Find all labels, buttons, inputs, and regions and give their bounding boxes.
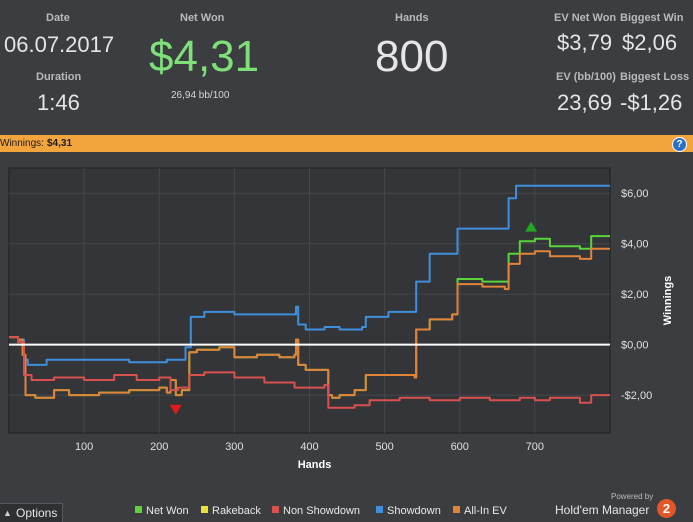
legend-swatch — [272, 506, 279, 513]
bb-per-100-value: 26,94 bb/100 — [171, 90, 230, 101]
ev-bb100-label: EV (bb/100) — [556, 71, 616, 83]
biggest-loss-label: Biggest Loss — [620, 71, 690, 83]
winnings-chart: 100 200 300 400 500 600 700 $6,00 $4,00 $2,00 $0,0… — [8, 167, 674, 471]
date-value: 06.07.2017 — [4, 32, 115, 57]
winnings-bar-value: $4,31 — [47, 138, 73, 149]
legend-swatch — [376, 506, 383, 513]
expand-arrow-icon: ▲ — [3, 508, 12, 518]
legend-swatch — [201, 506, 208, 513]
hm2-logo-icon: 2 — [657, 499, 676, 518]
ev-net-won-value: $3,79 — [557, 30, 613, 55]
max-marker-icon — [525, 221, 538, 232]
ev-net-won-label: EV Net Won — [554, 12, 617, 24]
date-label: Date — [46, 12, 70, 24]
legend-item-rakeback[interactable]: Rakeback — [201, 505, 261, 517]
biggest-loss-value: -$1,26 — [620, 90, 683, 115]
x-tick-label: 500 — [375, 441, 393, 453]
hands-label: Hands — [395, 12, 429, 24]
legend-label: Showdown — [387, 505, 441, 517]
hands-value: 800 — [375, 32, 449, 81]
x-tick-label: 700 — [526, 441, 544, 453]
brand-name: Hold'em Manager — [555, 503, 650, 517]
winnings-chart-area: 100 200 300 400 500 600 700 $6,00 $4,00 $2,00 $0,0… — [0, 152, 693, 482]
y-tick-label: $4,00 — [621, 239, 649, 251]
options-button[interactable]: ▲ Options — [0, 503, 63, 522]
x-tick-label: 100 — [75, 441, 93, 453]
legend-label: Rakeback — [212, 505, 261, 517]
legend-label: Non Showdown — [283, 505, 361, 517]
legend-label: Net Won — [146, 505, 189, 517]
series-line-non-showdown — [9, 336, 610, 409]
x-tick-label: 300 — [225, 441, 243, 453]
powered-by-text: Powered by — [611, 492, 654, 501]
legend-swatch — [135, 506, 142, 513]
net-won-label: Net Won — [180, 12, 225, 24]
legend-item-net-won[interactable]: Net Won — [135, 505, 189, 517]
duration-value: 1:46 — [37, 90, 80, 115]
stats-panel: Date 06.07.2017 Duration 1:46 Net Won $4… — [0, 0, 693, 134]
help-icon[interactable]: ? — [672, 137, 687, 152]
x-tick-label: 200 — [150, 441, 168, 453]
y-tick-label: -$2,00 — [621, 390, 652, 402]
min-marker-icon — [169, 404, 182, 415]
x-tick-label: 400 — [300, 441, 318, 453]
series-line-showdown — [9, 184, 610, 366]
legend-item-non-showdown[interactable]: Non Showdown — [272, 505, 360, 517]
legend-item-all-in-ev[interactable]: All-In EV — [453, 505, 507, 517]
y-tick-label: $2,00 — [621, 289, 649, 301]
legend-swatch — [453, 506, 460, 513]
x-axis-label: Hands — [298, 459, 332, 471]
ev-bb100-value: 23,69 — [557, 90, 613, 115]
winnings-bar: Winnings: $4,31 ? — [0, 135, 693, 152]
duration-label: Duration — [36, 71, 82, 83]
legend-item-showdown[interactable]: Showdown — [376, 505, 441, 517]
series-line-all-in-ev — [9, 247, 610, 399]
y-tick-label: $0,00 — [621, 340, 649, 352]
net-won-value: $4,31 — [149, 32, 260, 81]
winnings-bar-label: Winnings: — [0, 138, 44, 149]
legend-label: All-In EV — [464, 505, 507, 517]
biggest-win-label: Biggest Win — [620, 12, 684, 24]
options-label: Options — [16, 506, 58, 520]
y-tick-label: $6,00 — [621, 188, 649, 200]
x-tick-label: 600 — [451, 441, 469, 453]
biggest-win-value: $2,06 — [622, 30, 678, 55]
y-axis-label: Winnings — [662, 276, 674, 325]
